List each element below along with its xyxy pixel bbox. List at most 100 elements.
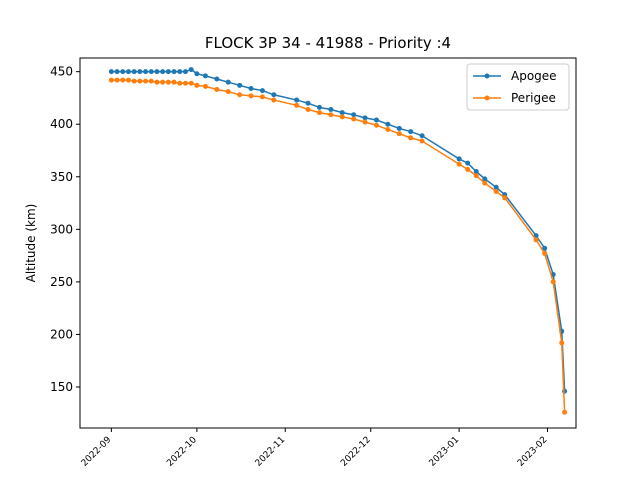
data-point-perigee xyxy=(550,279,556,285)
data-point-perigee xyxy=(237,92,243,98)
data-point-perigee xyxy=(137,78,143,84)
data-point-perigee xyxy=(131,78,137,84)
data-point-perigee xyxy=(171,79,177,85)
data-point-perigee xyxy=(225,89,231,95)
legend-marker-apogee xyxy=(484,73,490,79)
data-point-apogee xyxy=(493,184,499,190)
data-point-perigee xyxy=(373,122,379,128)
data-point-apogee xyxy=(419,133,425,139)
data-point-perigee xyxy=(143,78,149,84)
y-tick-label: 450 xyxy=(50,65,73,79)
data-point-apogee xyxy=(148,69,154,75)
data-point-apogee xyxy=(271,92,277,98)
y-tick-label: 150 xyxy=(50,380,73,394)
y-axis-label: Altitude (km) xyxy=(24,204,38,283)
data-point-apogee xyxy=(225,79,231,85)
data-point-apogee xyxy=(259,88,265,94)
data-point-perigee xyxy=(502,195,508,201)
series-line-perigee xyxy=(111,79,566,413)
data-point-apogee xyxy=(160,69,166,75)
data-point-perigee xyxy=(165,79,171,85)
data-point-perigee xyxy=(177,80,183,86)
data-point-apogee xyxy=(385,121,391,127)
data-point-apogee xyxy=(396,125,402,131)
legend-label-apogee: Apogee xyxy=(511,69,557,83)
data-point-apogee xyxy=(248,85,254,91)
data-point-perigee xyxy=(465,166,471,172)
data-point-apogee xyxy=(154,69,160,75)
data-point-apogee xyxy=(562,388,568,394)
series-apogee xyxy=(108,67,568,394)
data-point-apogee xyxy=(188,67,194,73)
series-perigee xyxy=(108,77,568,415)
data-point-perigee xyxy=(482,180,488,186)
legend: Apogee Perigee xyxy=(466,63,570,111)
data-point-apogee xyxy=(237,82,243,88)
data-point-apogee xyxy=(456,156,462,162)
data-point-perigee xyxy=(259,94,265,100)
series-line-apogee xyxy=(111,68,566,392)
data-point-perigee xyxy=(562,409,568,415)
data-point-perigee xyxy=(362,119,368,125)
data-point-apogee xyxy=(177,69,183,75)
data-point-perigee xyxy=(385,126,391,132)
data-point-apogee xyxy=(408,129,414,135)
data-point-perigee xyxy=(160,79,166,85)
data-point-apogee xyxy=(171,69,177,75)
data-point-apogee xyxy=(351,112,357,118)
data-point-perigee xyxy=(194,82,200,88)
y-axis: 150 200 250 300 350 400 450 xyxy=(50,65,80,394)
y-tick-label: 250 xyxy=(50,275,73,289)
data-point-apogee xyxy=(194,71,200,77)
data-point-perigee xyxy=(408,135,414,141)
y-tick-label: 300 xyxy=(50,222,73,236)
data-point-perigee xyxy=(305,107,311,113)
data-point-perigee xyxy=(316,110,322,116)
data-point-apogee xyxy=(465,160,471,166)
series-layer xyxy=(108,67,568,415)
chart-title: FLOCK 3P 34 - 41988 - Priority :4 xyxy=(205,34,451,52)
data-point-apogee xyxy=(473,169,479,175)
data-point-apogee xyxy=(328,107,334,113)
data-point-perigee xyxy=(419,138,425,144)
data-point-perigee xyxy=(120,77,126,83)
data-point-perigee xyxy=(493,188,499,194)
legend-marker-perigee xyxy=(484,95,490,101)
data-point-perigee xyxy=(456,161,462,167)
data-point-perigee xyxy=(248,93,254,99)
data-point-apogee xyxy=(362,115,368,121)
data-point-perigee xyxy=(182,80,188,86)
data-point-perigee xyxy=(351,116,357,122)
data-point-apogee xyxy=(294,97,300,103)
data-point-perigee xyxy=(114,77,120,83)
data-point-apogee xyxy=(108,69,114,75)
data-point-apogee xyxy=(482,176,488,182)
y-tick-label: 350 xyxy=(50,170,73,184)
data-point-perigee xyxy=(396,131,402,137)
data-point-apogee xyxy=(339,110,345,116)
data-point-perigee xyxy=(154,79,160,85)
data-point-apogee xyxy=(214,76,220,82)
data-point-apogee xyxy=(114,69,120,75)
data-point-perigee xyxy=(533,237,539,243)
data-point-perigee xyxy=(271,97,277,103)
data-point-perigee xyxy=(328,112,334,118)
data-point-apogee xyxy=(137,69,143,75)
data-point-apogee xyxy=(131,69,137,75)
plot-frame xyxy=(79,57,577,429)
data-point-apogee xyxy=(165,69,171,75)
data-point-apogee xyxy=(125,69,131,75)
data-point-apogee xyxy=(182,69,188,75)
data-point-perigee xyxy=(148,78,154,84)
legend-label-perigee: Perigee xyxy=(511,91,556,105)
data-point-apogee xyxy=(316,104,322,110)
y-tick-label: 200 xyxy=(50,327,73,341)
data-point-apogee xyxy=(202,73,208,79)
data-point-perigee xyxy=(202,83,208,89)
data-point-apogee xyxy=(143,69,149,75)
data-point-perigee xyxy=(294,102,300,108)
data-point-apogee xyxy=(533,233,539,239)
data-point-perigee xyxy=(542,251,548,257)
data-point-perigee xyxy=(473,173,479,179)
